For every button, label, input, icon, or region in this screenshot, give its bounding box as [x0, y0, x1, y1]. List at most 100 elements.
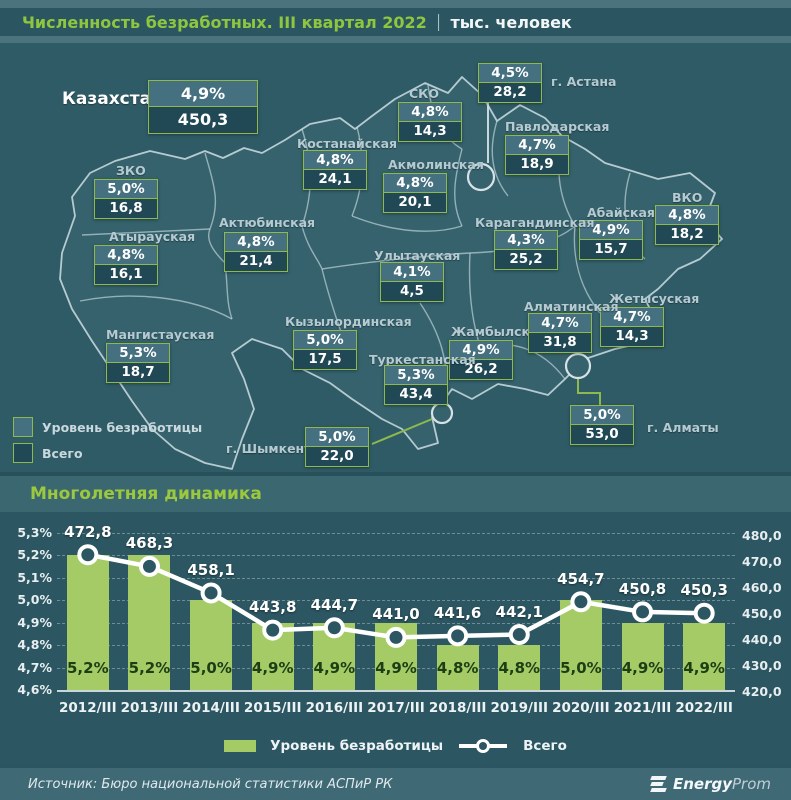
unemployment-rate-bar [559, 600, 602, 690]
left-axis-tick: 5,0% [17, 592, 52, 608]
bar-legend-swatch [224, 740, 257, 752]
x-axis-label: 2021/III [613, 700, 672, 716]
unemployment-rate-bar [190, 600, 233, 690]
total-value: 24,1 [304, 170, 366, 189]
total-value: 53,0 [571, 425, 633, 444]
line-marker [447, 625, 469, 647]
legend-item-rate: Уровень безработицы [13, 417, 202, 437]
total-value-label: 443,8 [248, 598, 297, 617]
region-name-kyzylorda: Кызылординская [285, 314, 412, 329]
region-name-sko: СКО [409, 86, 440, 101]
x-axis-line [57, 690, 735, 692]
header: Численность безработных. III квартал 202… [0, 8, 791, 36]
region-value-box-turkestan: 5,3% 43,4 [384, 365, 448, 405]
total-value: 22,0 [306, 447, 368, 466]
rate-value: 4,9% [450, 341, 512, 360]
rate-value: 4,8% [225, 233, 287, 252]
rate-value: 4,9% [149, 81, 257, 107]
region-name-turkestan: Туркестанская [369, 352, 476, 367]
title-separator: | [435, 12, 442, 32]
region-name-zko: ЗКО [116, 163, 146, 178]
total-value-label: 472,8 [64, 522, 112, 541]
region-name-atyrau: Атырауская [109, 229, 196, 244]
rate-value: 4,8% [399, 103, 461, 122]
rate-value: 5,0% [294, 331, 356, 350]
rate-value: 5,0% [571, 406, 633, 425]
total-value: 26,2 [450, 360, 512, 379]
rate-value: 4,9% [580, 221, 642, 240]
brand-icon [650, 776, 667, 792]
section-title: Многолетняя динамика [30, 484, 262, 504]
total-value: 17,5 [294, 350, 356, 369]
rate-value: 4,8% [656, 206, 718, 225]
left-axis-tick: 4,7% [17, 659, 52, 675]
line-legend-label: Всего [523, 738, 567, 754]
total-value: 16,8 [95, 199, 157, 218]
gridline [57, 533, 735, 534]
rate-value: 5,3% [107, 344, 169, 363]
dynamics-chart: 5,3% 5,2% 5,1% 5,0% 4,9% 4,8% 4,7% 4,6% 480,0 470… [0, 512, 791, 728]
total-value: 21,4 [225, 252, 287, 271]
region-value-box-mangystau: 5,3% 18,7 [106, 343, 170, 383]
line-marker [570, 591, 592, 613]
rate-value: 4,7% [529, 314, 591, 333]
rate-value: 4,7% [601, 308, 663, 327]
right-axis-tick: 420,0 [742, 684, 782, 699]
bar-rate-label: 4,9% [683, 659, 725, 677]
region-name-almaty-city: г. Алматы [647, 420, 719, 435]
section-divider [0, 472, 791, 476]
total-value: 18,7 [107, 363, 169, 382]
line-marker [138, 555, 160, 577]
total-value: 14,3 [601, 327, 663, 346]
total-value: 4,5 [381, 282, 443, 301]
region-value-box-pavlodar: 4,7% 18,9 [505, 135, 569, 175]
rate-value: 4,8% [304, 151, 366, 170]
region-value-box-sko: 4,8% 14,3 [398, 102, 462, 142]
rate-value: 4,1% [381, 263, 443, 282]
bar-legend-label: Уровень безработицы [270, 738, 444, 754]
city-markers [371, 101, 601, 445]
energyprom-logo: Energy Prom [650, 775, 771, 793]
total-line-series [77, 544, 715, 648]
bar-rate-label: 5,0% [560, 659, 602, 677]
line-marker [385, 626, 407, 648]
rate-value: 4,8% [95, 246, 157, 265]
gridline [57, 600, 735, 602]
source-text: Источник: Бюро национальной статистики А… [28, 776, 393, 792]
total-value: 450,3 [149, 107, 257, 133]
x-axis-label: 2022/III [675, 700, 733, 716]
line-marker [508, 624, 530, 646]
legend-item-total: Всего [13, 443, 202, 463]
total-value-label: 450,8 [618, 579, 667, 598]
line-marker [77, 544, 99, 566]
region-name-astana: г. Астана [551, 74, 617, 89]
region-name-akmola: Акмолинская [388, 157, 484, 172]
total-value: 31,8 [529, 333, 591, 352]
total-value: 20,1 [384, 193, 446, 212]
gridline [57, 555, 735, 557]
rate-value: 4,7% [506, 136, 568, 155]
rate-value: 4,8% [384, 174, 446, 193]
bar-rate-label: 4,8% [436, 659, 479, 677]
region-value-box-zhetysu: 4,7% 14,3 [600, 307, 664, 347]
unemployment-rate-bar [128, 555, 171, 690]
left-axis-tick: 5,3% [17, 525, 52, 540]
unemployment-rate-bar [498, 645, 541, 690]
rate-value: 5,0% [95, 180, 157, 199]
page-title-unit: тыс. человек [450, 12, 572, 32]
brand-name-light: Prom [731, 775, 771, 793]
region-value-box-aktobe: 4,8% 21,4 [224, 232, 288, 272]
unemployment-rate-bar [621, 622, 664, 690]
legend-label: Всего [42, 445, 83, 461]
legend-label: Уровень безработицы [42, 419, 203, 435]
region-value-box-astana: 4,5% 28,2 [478, 63, 542, 103]
total-value-label: 458,1 [187, 560, 235, 579]
total-value: 15,7 [580, 240, 642, 259]
right-axis-tick: 430,0 [742, 658, 782, 673]
region-value-box-almaty-obl: 4,7% 31,8 [528, 313, 592, 353]
region-value-box-ulytau: 4,1% 4,5 [380, 262, 444, 302]
region-value-box-vko: 4,8% 18,2 [655, 205, 719, 245]
footer-divider [0, 764, 791, 768]
total-value: 18,9 [506, 155, 568, 174]
region-value-box-kostanay: 4,8% 24,1 [303, 150, 367, 190]
